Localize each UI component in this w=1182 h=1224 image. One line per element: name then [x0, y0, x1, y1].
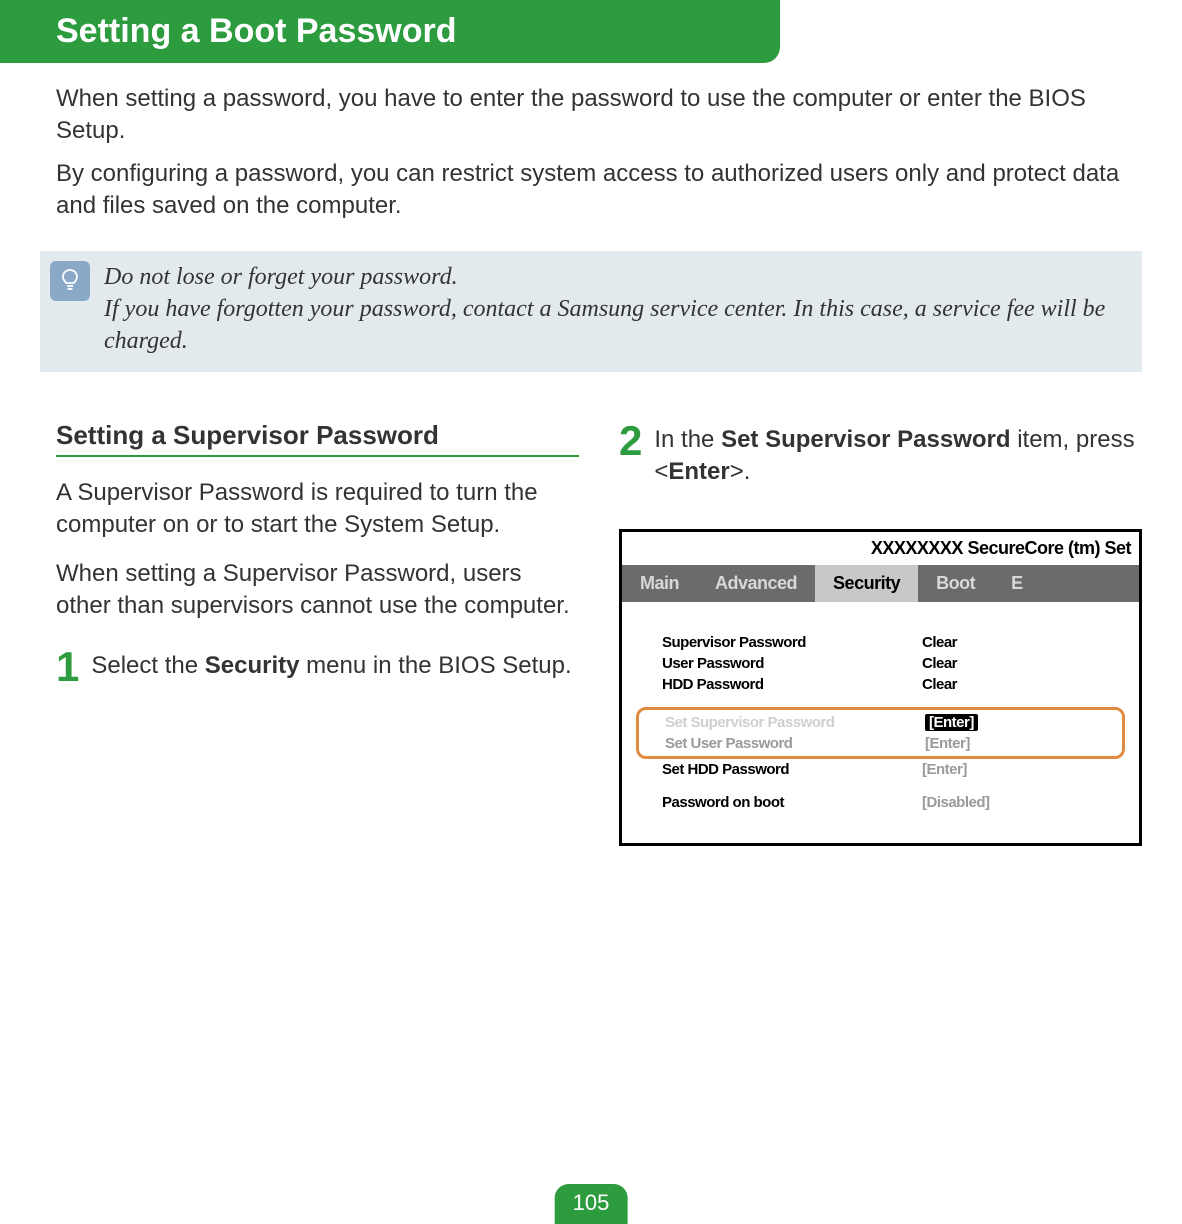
intro-paragraph-2: By configuring a password, you can restr…	[56, 158, 1142, 223]
bios-label: User Password	[662, 655, 922, 672]
page-title: Setting a Boot Password	[56, 12, 457, 50]
bios-row-user-pw: User Password Clear	[622, 653, 1139, 674]
bios-row-password-on-boot: Password on boot [Disabled]	[622, 792, 1139, 813]
bios-label: Set Supervisor Password	[665, 714, 925, 731]
bios-label: Set HDD Password	[662, 761, 922, 778]
step-1-post: menu in the BIOS Setup.	[299, 652, 571, 679]
bios-value: [Disabled]	[922, 794, 1119, 811]
supervisor-subhead: Setting a Supervisor Password	[56, 420, 579, 457]
bios-tab-main: Main	[622, 565, 697, 602]
bios-label: Supervisor Password	[662, 634, 922, 651]
bios-screenshot: XXXXXXXX SecureCore (tm) Set Main Advanc…	[619, 529, 1142, 846]
step-1-bold: Security	[205, 652, 300, 679]
bios-tab-boot: Boot	[918, 565, 993, 602]
bios-label: Password on boot	[662, 794, 922, 811]
bios-row-supervisor-pw: Supervisor Password Clear	[622, 632, 1139, 653]
info-callout: Do not lose or forget your password. If …	[40, 251, 1142, 372]
bios-tab-exit: E	[993, 565, 1041, 602]
supervisor-p1: A Supervisor Password is required to tur…	[56, 477, 579, 542]
step-2-text: In the Set Supervisor Password item, pre…	[654, 420, 1142, 489]
intro-paragraph-1: When setting a password, you have to ent…	[56, 83, 1142, 148]
bios-value: [Enter]	[925, 714, 1116, 731]
info-line-2: If you have forgotten your password, con…	[104, 293, 1126, 358]
step-2-number: 2	[619, 420, 642, 462]
step-2-bold1: Set Supervisor Password	[721, 426, 1010, 453]
bios-label: HDD Password	[662, 676, 922, 693]
left-column: Setting a Supervisor Password A Supervis…	[56, 420, 579, 846]
bios-label: Set User Password	[665, 735, 925, 752]
bios-enter-badge: [Enter]	[925, 714, 978, 731]
page-number: 105	[573, 1190, 610, 1215]
bios-value: Clear	[922, 634, 1119, 651]
step-1-text: Select the Security menu in the BIOS Set…	[91, 646, 571, 682]
bios-highlight-box: Set Supervisor Password [Enter] Set User…	[636, 707, 1125, 759]
bios-body: Supervisor Password Clear User Password …	[622, 602, 1139, 843]
content-columns: Setting a Supervisor Password A Supervis…	[0, 372, 1182, 846]
step-2: 2 In the Set Supervisor Password item, p…	[619, 420, 1142, 489]
bios-row-set-hdd: Set HDD Password [Enter]	[622, 759, 1139, 780]
supervisor-p2: When setting a Supervisor Password, user…	[56, 558, 579, 623]
bios-value: Clear	[922, 676, 1119, 693]
step-1-number: 1	[56, 646, 79, 688]
bios-title: XXXXXXXX SecureCore (tm) Set	[622, 532, 1139, 565]
step-1: 1 Select the Security menu in the BIOS S…	[56, 646, 579, 688]
bios-row-hdd-pw: HDD Password Clear	[622, 674, 1139, 695]
bios-value: [Enter]	[925, 735, 1116, 752]
step-1-pre: Select the	[91, 652, 204, 679]
page-title-bar: Setting a Boot Password	[0, 0, 780, 63]
step-2-pre: In the	[654, 426, 721, 453]
page-number-badge: 105	[555, 1184, 628, 1224]
bios-value: [Enter]	[922, 761, 1119, 778]
step-2-bold2: Enter	[668, 458, 729, 485]
info-line-1: Do not lose or forget your password.	[104, 261, 1126, 293]
bios-tabs: Main Advanced Security Boot E	[622, 565, 1139, 602]
right-column: 2 In the Set Supervisor Password item, p…	[619, 420, 1142, 846]
bios-tab-advanced: Advanced	[697, 565, 815, 602]
lightbulb-icon	[50, 261, 90, 301]
bios-row-set-supervisor: Set Supervisor Password [Enter]	[639, 712, 1122, 733]
bios-tab-security: Security	[815, 565, 918, 602]
bios-value: Clear	[922, 655, 1119, 672]
step-2-post: >.	[730, 458, 751, 485]
bios-row-set-user: Set User Password [Enter]	[639, 733, 1122, 754]
info-text: Do not lose or forget your password. If …	[104, 261, 1126, 358]
intro-section: When setting a password, you have to ent…	[0, 63, 1182, 223]
